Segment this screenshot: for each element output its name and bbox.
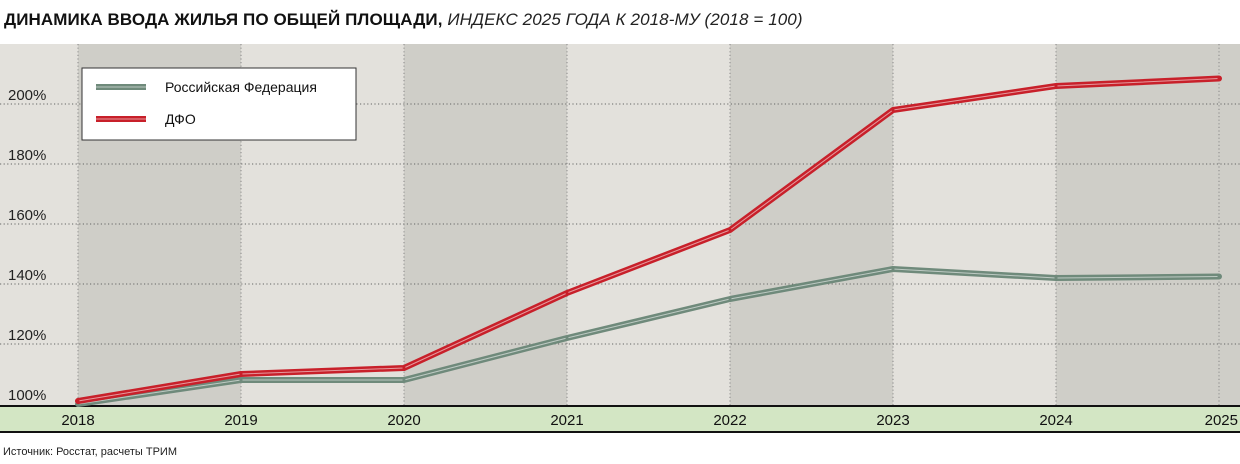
- legend-box: [81, 67, 357, 141]
- chart-source: Источник: Росстат, расчеты ТРИМ: [3, 446, 177, 458]
- year-band: [730, 44, 893, 406]
- chart-title-subtitle: ИНДЕКС 2025 ГОДА К 2018-МУ (2018 = 100): [447, 10, 803, 29]
- year-band: [1056, 44, 1219, 406]
- data-point-rf: [565, 336, 569, 340]
- x-tick-label: 2022: [713, 412, 746, 429]
- data-point-dfo: [891, 108, 895, 112]
- data-point-dfo: [565, 291, 569, 295]
- series-line-highlight-rf: [77, 268, 1220, 405]
- y-tick-label: 120%: [8, 327, 46, 344]
- data-point-rf: [1217, 275, 1221, 278]
- legend: Российская Федерация ДФО: [81, 67, 357, 141]
- data-point-dfo: [402, 366, 406, 370]
- x-tick-label: 2018: [61, 412, 94, 429]
- data-point-dfo: [239, 372, 243, 376]
- data-point-rf: [402, 378, 406, 382]
- x-tick-label: 2021: [550, 412, 583, 429]
- data-point-dfo: [1217, 77, 1221, 80]
- x-tick-label: 2023: [876, 412, 909, 429]
- y-tick-label: 160%: [8, 207, 46, 224]
- data-point-dfo: [1054, 84, 1058, 88]
- chart-title-main: ДИНАМИКА ВВОДА ЖИЛЬЯ ПО ОБЩЕЙ ПЛОЩАДИ,: [4, 10, 443, 29]
- x-tick-label: 2024: [1039, 412, 1072, 429]
- y-tick-label: 100%: [8, 387, 46, 404]
- year-band: [1219, 44, 1240, 406]
- x-tick-label: 2020: [387, 412, 420, 429]
- data-point-rf: [728, 297, 732, 301]
- year-band: [404, 44, 567, 406]
- data-point-dfo: [76, 399, 80, 403]
- series-line-highlight-dfo: [77, 78, 1220, 402]
- data-point-rf: [239, 378, 243, 382]
- chart-title: ДИНАМИКА ВВОДА ЖИЛЬЯ ПО ОБЩЕЙ ПЛОЩАДИ, И…: [4, 10, 803, 30]
- line-chart: 100% 120% 140% 160% 180% 200% 2018 2019 2020 2021…: [0, 44, 1240, 433]
- x-tick-label: 2019: [224, 412, 257, 429]
- y-tick-label: 200%: [8, 87, 46, 104]
- x-tick-label: 2025: [1205, 412, 1238, 429]
- data-point-rf: [1054, 276, 1058, 280]
- legend-label-dfo: ДФО: [165, 111, 196, 127]
- legend-label-rf: Российская Федерация: [165, 79, 317, 95]
- data-point-rf: [891, 267, 895, 271]
- y-tick-label: 140%: [8, 267, 46, 284]
- y-tick-label: 180%: [8, 147, 46, 164]
- x-axis-band: [0, 406, 1240, 432]
- data-point-dfo: [728, 228, 732, 232]
